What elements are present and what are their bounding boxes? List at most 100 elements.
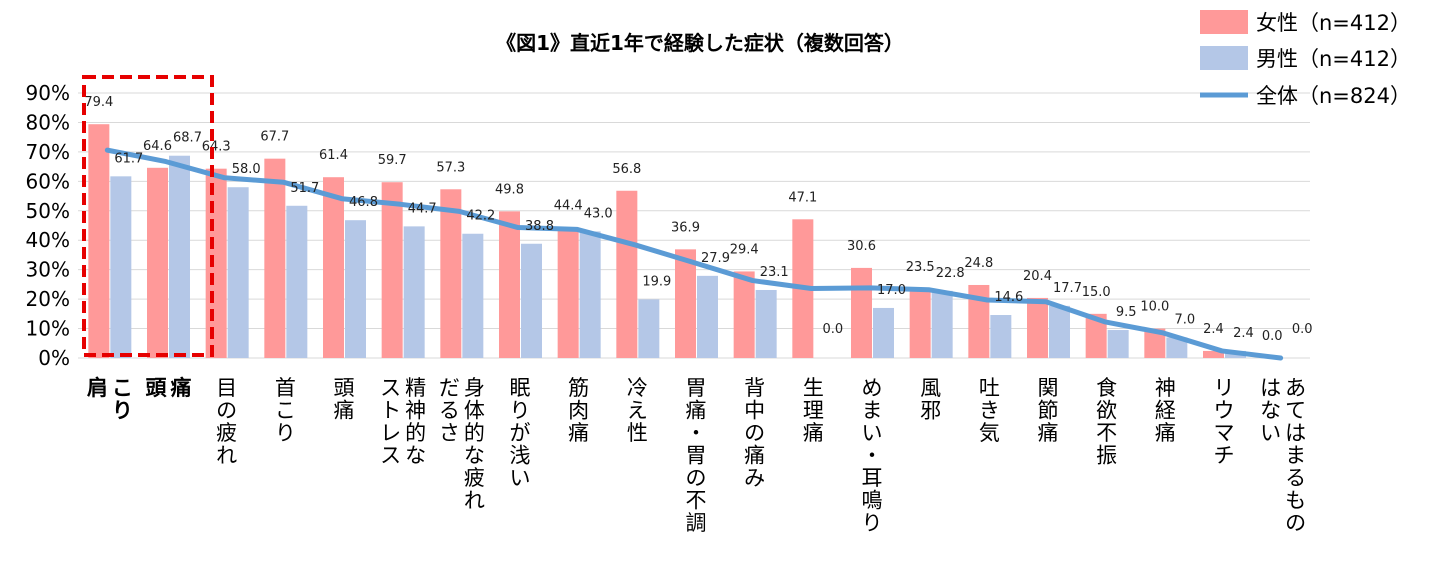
y-tick-label: 0% — [38, 346, 70, 370]
legend-label: 全体（n=824） — [1256, 84, 1411, 108]
bar-female — [88, 124, 110, 358]
data-label-female: 36.9 — [671, 220, 700, 235]
bar-male — [521, 243, 542, 358]
data-label-female: 15.0 — [1082, 285, 1111, 300]
highlight-dashed-box — [82, 75, 214, 357]
data-label-male: 46.8 — [349, 195, 378, 210]
data-label-female: 59.7 — [378, 153, 407, 168]
bar-male — [755, 289, 777, 358]
data-label-male: 23.1 — [760, 265, 789, 280]
data-label-male: 43.0 — [584, 206, 613, 221]
category-label: こり — [112, 376, 133, 423]
y-tick-label: 30% — [26, 258, 70, 282]
data-label-female: 56.8 — [612, 162, 641, 177]
data-label-male: 51.7 — [290, 181, 319, 196]
category-label: ストレス — [380, 376, 401, 468]
category-label: 筋肉痛 — [568, 376, 589, 445]
y-tick-label: 40% — [26, 228, 70, 252]
bar-female — [733, 271, 755, 358]
bar-male — [697, 275, 718, 358]
category-label: 背中の痛み — [744, 376, 765, 490]
data-label-female: 24.8 — [964, 256, 993, 271]
y-axis: 0% 10% 20% 30% 40% 50% 60% 70% 80% 90% — [26, 81, 70, 370]
bar-male — [1049, 305, 1070, 358]
data-label-female: 61.4 — [319, 148, 348, 163]
data-label-female: 2.4 — [1203, 322, 1224, 337]
y-tick-label: 50% — [26, 199, 70, 223]
y-tick-label: 60% — [26, 169, 70, 193]
category-label: 生理痛 — [803, 376, 824, 445]
data-label-male: 17.0 — [877, 283, 906, 298]
bar-male — [462, 233, 484, 358]
data-label-male: 19.9 — [642, 274, 671, 289]
category-label: 風邪 — [920, 376, 941, 423]
bar-female — [499, 211, 520, 358]
bar-female — [557, 227, 579, 358]
bar-female — [1144, 328, 1166, 358]
bar-female — [1085, 313, 1107, 358]
data-labels: 79.4 61.764.668.764.358.0 67.7 51.7 61.4 46.8… — [84, 95, 1312, 344]
bar-male — [1107, 330, 1129, 358]
data-label-male: 7.0 — [1174, 312, 1195, 327]
data-label-male: 44.7 — [408, 201, 437, 216]
bar-female — [1027, 297, 1048, 358]
bar-male — [169, 155, 190, 358]
data-label-male: 42.2 — [466, 209, 495, 224]
data-label-female: 64.3 — [202, 140, 231, 155]
chart-title: 《図1》直近1年で経験した症状（複数回答） — [496, 31, 904, 55]
category-label: めまい・耳鳴り — [862, 376, 883, 535]
bars — [88, 124, 1246, 358]
data-label-male: 58.0 — [232, 162, 261, 177]
bar-female — [968, 284, 990, 358]
bar-female — [440, 189, 462, 358]
legend-label: 男性（n=412） — [1256, 47, 1411, 71]
bar-male — [1166, 337, 1188, 358]
category-label: 神経痛 — [1155, 376, 1176, 445]
total-line — [104, 147, 1284, 361]
data-label-male: 0.0 — [822, 322, 843, 337]
category-label: 食欲不振 — [1096, 376, 1117, 468]
category-label: 頭 — [146, 376, 168, 400]
category-labels: 肩こり頭痛目の疲れ首こり頭痛ストレス精神的なだるさ身体的な疲れ眠りが浅い筋肉痛冷… — [87, 376, 1306, 535]
bar-male — [873, 307, 894, 358]
category-label: はない — [1260, 376, 1281, 445]
bar-male — [345, 220, 366, 358]
bar-female — [381, 182, 403, 358]
data-label-male: 61.7 — [114, 151, 143, 166]
data-label-female: 29.4 — [730, 242, 759, 257]
bar-female — [323, 177, 344, 358]
data-label-male: 27.9 — [701, 251, 730, 266]
legend-label: 女性（n=412） — [1256, 11, 1411, 35]
data-label-female: 57.3 — [436, 160, 465, 175]
data-label-female: 64.6 — [143, 139, 172, 154]
series-line-total — [104, 147, 1284, 361]
data-label-male: 68.7 — [173, 131, 202, 146]
bar-female — [1203, 350, 1224, 358]
category-label: 首こり — [275, 376, 296, 445]
category-label: 吐き気 — [979, 376, 1000, 445]
bar-male — [403, 226, 425, 358]
bar-male — [638, 299, 660, 358]
data-label-female: 20.4 — [1023, 269, 1052, 284]
bar-male — [990, 315, 1012, 358]
data-label-female: 0.0 — [1262, 329, 1283, 344]
bar-female — [675, 249, 696, 358]
y-tick-label: 90% — [26, 81, 70, 105]
category-label: 胃痛・胃の不調 — [686, 376, 707, 535]
category-label: 冷え性 — [627, 376, 648, 445]
bar-male — [227, 187, 249, 358]
data-label-male: 9.5 — [1116, 305, 1137, 320]
data-label-male: 17.7 — [1053, 281, 1082, 296]
data-label-female: 23.5 — [906, 260, 935, 275]
data-label-male: 0.0 — [1292, 322, 1313, 337]
category-label: だるさ — [439, 376, 460, 445]
data-label-female: 30.6 — [847, 239, 876, 254]
bar-female — [264, 158, 286, 358]
legend: 女性（n=412） 男性（n=412） 全体（n=824） — [1200, 10, 1411, 108]
category-label: 頭痛 — [334, 376, 355, 423]
category-label: 身体的な疲れ — [464, 376, 485, 513]
bar-female — [205, 168, 227, 358]
category-label: リウマチ — [1214, 376, 1235, 468]
data-label-female: 79.4 — [84, 95, 113, 110]
